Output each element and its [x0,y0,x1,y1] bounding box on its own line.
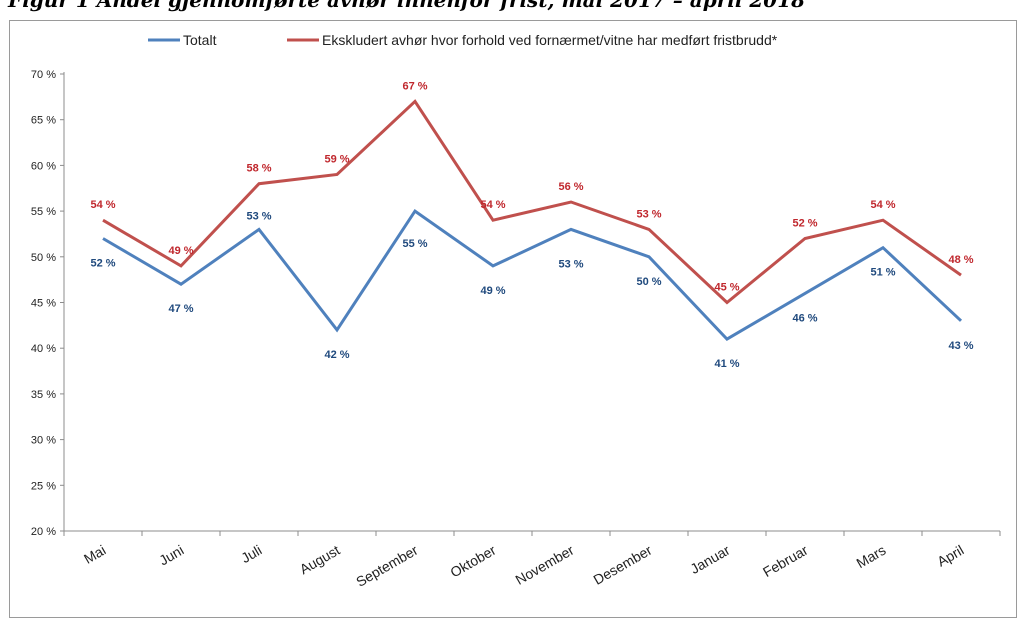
data-label-ekskludert: 52 % [792,218,817,230]
data-label-totalt: 49 % [480,285,505,297]
x-category-label: Januar [687,542,732,577]
y-tick-label: 30 % [31,435,56,447]
x-category-label: August [297,542,343,578]
y-tick-label: 20 % [31,526,56,538]
x-category-label: Mai [81,542,109,567]
x-category-label: Februar [760,542,811,581]
y-tick-label: 60 % [31,160,56,172]
data-label-totalt: 53 % [558,258,583,270]
y-tick-label: 55 % [31,206,56,218]
data-label-totalt: 43 % [948,340,973,352]
plot-area: 52 % 47 % 53 % 42 % 55 % 49 % 53 % 50 % 41 % 46 %… [90,80,973,370]
x-category-label: Desember [591,542,655,588]
y-tick-label: 25 % [31,480,56,492]
data-label-totalt: 55 % [402,238,427,250]
series-line-ekskludert [102,99,962,305]
y-tick-label: 35 % [31,389,56,401]
data-label-ekskludert: 54 % [480,199,505,211]
y-tick-label: 40 % [31,343,56,355]
x-category-label: Juli [238,542,264,566]
data-label-ekskludert: 54 % [90,199,115,211]
y-tick-label: 70 % [31,69,56,81]
data-label-totalt: 47 % [168,303,193,315]
legend-label-ekskludert: Ekskludert avhør hvor forhold ved fornær… [322,32,778,48]
data-label-ekskludert: 67 % [402,80,427,92]
chart-frame [9,20,1017,618]
data-label-totalt: 42 % [324,349,349,361]
x-category-label: April [934,542,966,570]
x-category-label: Juni [156,542,186,569]
x-category-label: November [513,542,577,588]
x-category-label: Oktober [447,542,498,581]
data-label-ekskludert: 58 % [246,163,271,175]
data-label-ekskludert: 45 % [714,282,739,294]
data-label-ekskludert: 49 % [168,245,193,257]
data-label-totalt: 41 % [714,358,739,370]
x-category-label: Mars [854,542,889,571]
data-label-ekskludert: 59 % [324,154,349,166]
y-tick-label: 65 % [31,115,56,127]
data-label-ekskludert: 54 % [870,199,895,211]
y-tick-label: 50 % [31,252,56,264]
y-tick-label: 45 % [31,298,56,310]
data-label-totalt: 50 % [636,276,661,288]
data-label-totalt: 51 % [870,267,895,279]
data-label-totalt: 53 % [246,210,271,222]
data-label-totalt: 52 % [90,258,115,270]
chart-axes: 20 % 25 % 30 % 35 % 40 % 45 % 50 % 55 % 60 % 65 %… [31,69,1001,590]
series-line-totalt [102,208,963,341]
x-category-label: September [353,542,421,590]
legend-label-totalt: Totalt [183,32,217,48]
data-label-totalt: 46 % [792,312,817,324]
figure-caption: Figur 1 Andel gjennomførte avhør innenfo… [8,0,806,12]
data-label-ekskludert: 56 % [558,181,583,193]
data-label-ekskludert: 53 % [636,208,661,220]
chart-legend: Totalt Ekskludert avhør hvor forhold ved… [148,32,778,48]
data-label-ekskludert: 48 % [948,254,973,266]
